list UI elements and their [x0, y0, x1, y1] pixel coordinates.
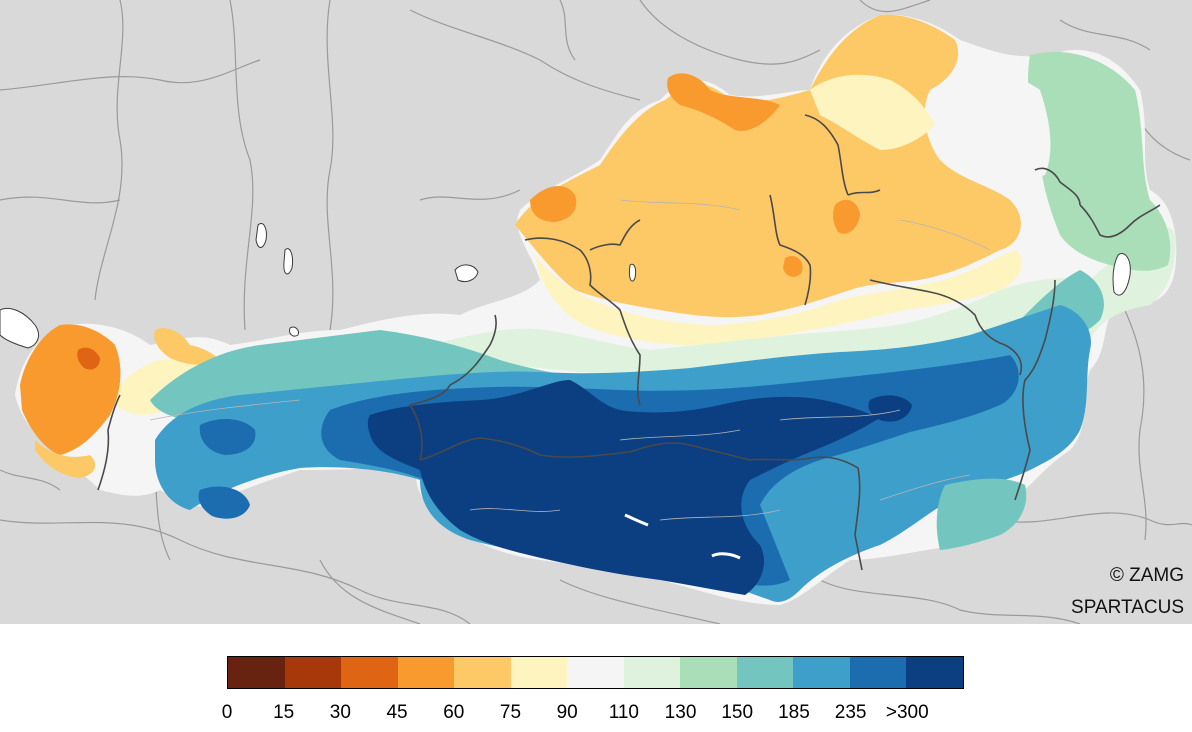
lake-neusiedl — [1112, 253, 1131, 296]
zone-150-185-se — [936, 478, 1027, 550]
zone-30-45-west — [77, 347, 100, 370]
legend-label: 185 — [778, 702, 810, 723]
legend-swatch — [567, 657, 624, 688]
zone-over-300-ne — [868, 395, 912, 422]
glaciers — [624, 513, 741, 560]
legend-swatch — [680, 657, 737, 688]
lake-chiemsee — [454, 264, 479, 283]
legend-swatch — [736, 657, 794, 688]
neighbour-borders — [0, 0, 1192, 624]
legend-swatch — [341, 657, 398, 688]
zone-235-300-sw — [198, 486, 250, 519]
legend-label: 110 — [608, 702, 639, 723]
lakes — [0, 223, 1131, 349]
zone-over-300 — [367, 380, 880, 595]
legend-label: 15 — [273, 702, 295, 723]
zone-60-75-small — [154, 328, 220, 365]
zone-75-90-northeast — [810, 74, 935, 150]
legend-swatch — [397, 657, 455, 688]
legend-swatch — [623, 657, 681, 688]
district-lines — [149, 199, 991, 521]
zone-110-130 — [430, 227, 1176, 377]
legend-label: 75 — [499, 702, 522, 723]
legend-label: 235 — [834, 702, 867, 723]
legend-label: 150 — [721, 702, 754, 723]
lake-small-1 — [255, 223, 267, 248]
lake-small-3 — [289, 326, 299, 337]
zone-45-60-c — [833, 199, 860, 234]
zone-75-90-north — [535, 250, 1023, 345]
zone-60-75-west — [35, 440, 96, 478]
legend-swatch — [906, 657, 963, 688]
lake-constance — [0, 307, 39, 349]
credit-spartacus: SPARTACUS — [1071, 597, 1184, 618]
legend-label: 0 — [221, 702, 233, 723]
zone-45-60-d — [783, 255, 803, 277]
lake-small-4 — [629, 263, 637, 282]
legend-label: 60 — [443, 702, 465, 723]
zone-90-110-east — [960, 74, 1051, 177]
legend-swatch — [228, 657, 285, 688]
credit-zamg: © ZAMG — [1109, 565, 1184, 586]
zone-45-60-a — [530, 185, 577, 222]
legend-label: 45 — [386, 702, 408, 723]
lake-small-2 — [283, 248, 293, 275]
legend-label: >300 — [885, 702, 929, 723]
legend-swatch — [510, 657, 568, 688]
legend-label: 30 — [329, 702, 351, 723]
legend-colorbar — [227, 656, 964, 689]
legend-label: 90 — [556, 702, 578, 723]
legend-swatch — [454, 657, 511, 688]
legend-swatch — [284, 657, 342, 688]
zone-130-150-east — [1028, 51, 1171, 271]
map-canvas — [0, 0, 1192, 624]
zone-45-60-b — [667, 73, 780, 131]
zone-235-300-west — [199, 418, 256, 455]
state-borders — [97, 114, 1161, 571]
legend-swatch — [849, 657, 907, 688]
legend-label: 130 — [664, 702, 697, 723]
legend-swatch — [793, 657, 850, 688]
